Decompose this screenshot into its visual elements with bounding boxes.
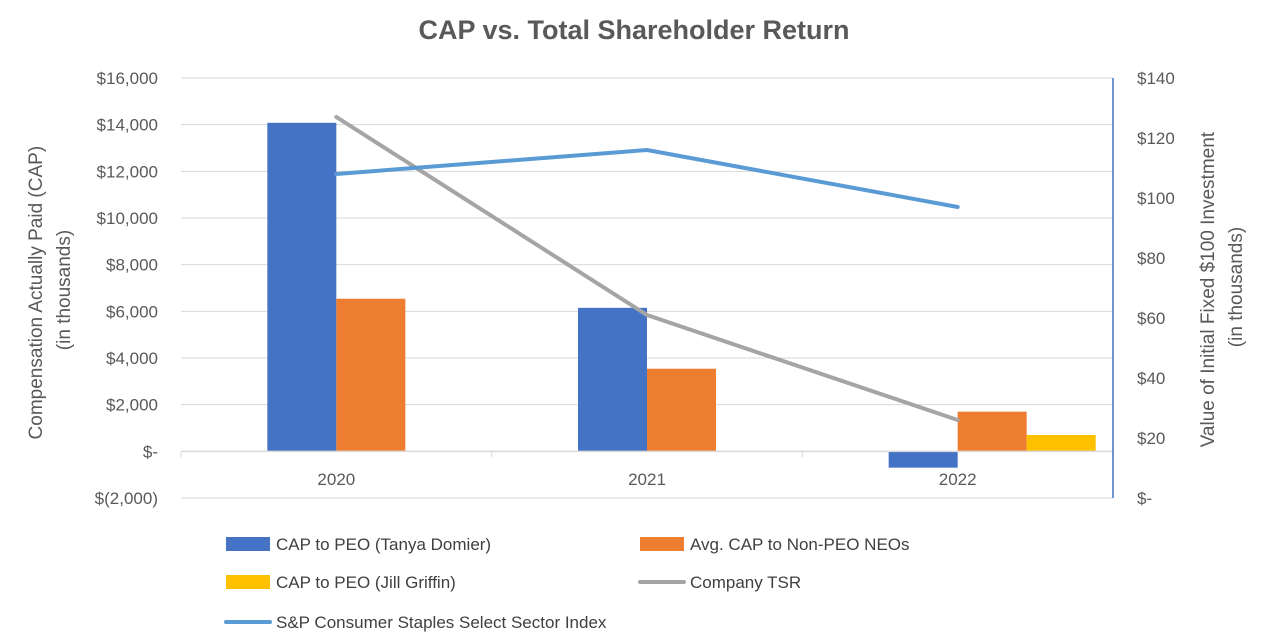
- right-tick-label: $20: [1137, 429, 1165, 448]
- left-tick-label: $10,000: [97, 209, 158, 228]
- bar: [647, 368, 716, 452]
- bar: [888, 451, 958, 468]
- legend-label: S&P Consumer Staples Select Sector Index: [276, 613, 607, 632]
- legend-label: CAP to PEO (Jill Griffin): [276, 573, 456, 592]
- right-tick-label: $100: [1137, 189, 1175, 208]
- legend-swatch: [640, 537, 684, 551]
- right-tick-label: $80: [1137, 249, 1165, 268]
- left-tick-label: $-: [143, 442, 158, 461]
- left-axis-title-line-2: (in thousands): [54, 230, 75, 350]
- bar: [1026, 435, 1096, 452]
- legend-label: CAP to PEO (Tanya Domier): [276, 535, 491, 554]
- bar: [267, 122, 337, 452]
- left-tick-label: $4,000: [106, 349, 158, 368]
- bar: [578, 307, 647, 452]
- legend-label: Avg. CAP to Non-PEO NEOs: [690, 535, 910, 554]
- series-line: [334, 148, 960, 209]
- right-tick-label: $120: [1137, 129, 1175, 148]
- left-tick-label: $8,000: [106, 256, 158, 275]
- category-label: 2022: [939, 470, 977, 489]
- left-axis-title: Compensation Actually Paid (CAP) (in tho…: [26, 141, 75, 440]
- left-tick-label: $6,000: [106, 302, 158, 321]
- right-axis-title-line-2: (in thousands): [1226, 227, 1247, 347]
- left-tick-label: $2,000: [106, 396, 158, 415]
- left-axis-title-line-1: Compensation Actually Paid (CAP): [26, 146, 47, 440]
- category-label: 2020: [317, 470, 355, 489]
- bars: [267, 122, 1096, 468]
- series-lines: [334, 115, 960, 422]
- right-axis-title: Value of Initial Fixed $100 Investment (…: [1198, 127, 1247, 448]
- series-line: [334, 115, 960, 422]
- right-tick-label: $140: [1137, 69, 1175, 88]
- legend-swatch: [226, 575, 270, 589]
- left-tick-label: $12,000: [97, 162, 158, 181]
- legend-swatch: [226, 537, 270, 551]
- legend: CAP to PEO (Tanya Domier) Avg. CAP to Non…: [224, 535, 910, 632]
- left-tick-label: $16,000: [97, 69, 158, 88]
- tick-labels: $(2,000) $- $2,000 $4,000 $6,000 $8,000 $10,00…: [95, 69, 1175, 508]
- chart-title: CAP vs. Total Shareholder Return: [418, 15, 849, 45]
- category-label: 2021: [628, 470, 666, 489]
- bar: [336, 298, 406, 452]
- bar: [957, 411, 1027, 452]
- left-tick-label: $(2,000): [95, 489, 158, 508]
- right-tick-label: $60: [1137, 309, 1165, 328]
- right-tick-label: $-: [1137, 489, 1152, 508]
- right-axis-title-line-1: Value of Initial Fixed $100 Investment: [1198, 131, 1219, 447]
- left-tick-label: $14,000: [97, 116, 158, 135]
- axes: [180, 78, 1114, 498]
- legend-label: Company TSR: [690, 573, 801, 592]
- right-tick-label: $40: [1137, 369, 1165, 388]
